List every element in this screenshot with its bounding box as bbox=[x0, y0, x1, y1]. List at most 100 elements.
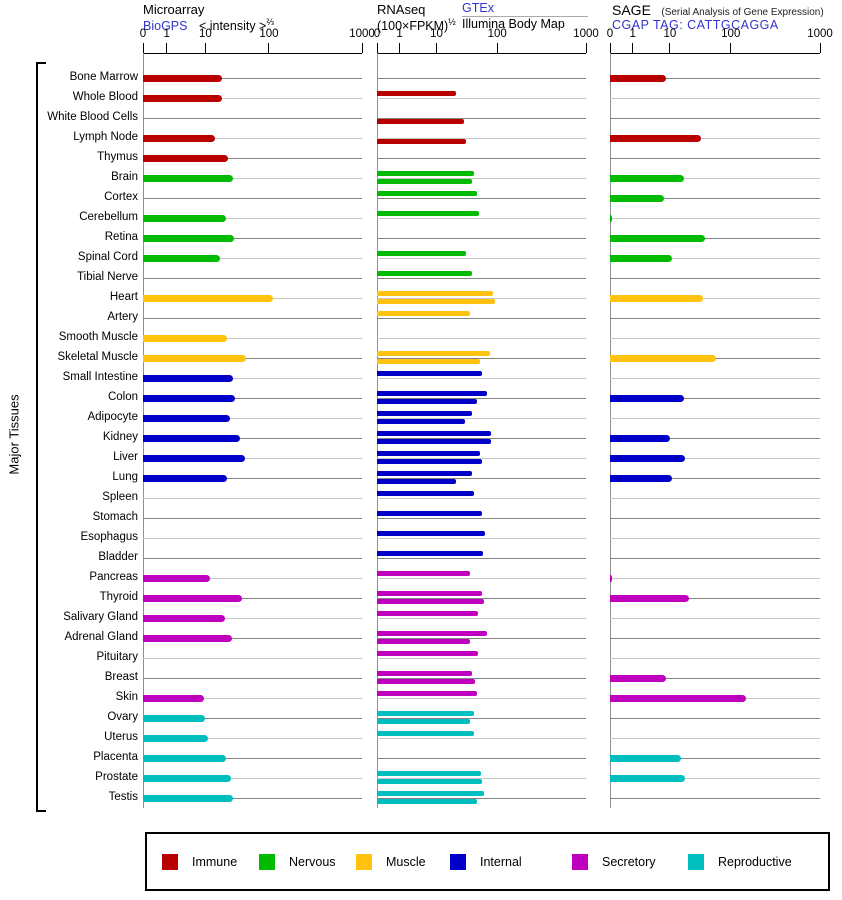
tissue-label: Uterus bbox=[104, 731, 138, 743]
bar-rnaseq-illumina bbox=[377, 179, 472, 184]
bar-rnaseq-gtex bbox=[377, 711, 474, 716]
gridline bbox=[610, 498, 820, 499]
gridline bbox=[377, 778, 586, 779]
bar-microarray bbox=[143, 174, 233, 182]
axis-tick bbox=[609, 43, 611, 53]
gridline bbox=[143, 638, 362, 639]
panel-axis-line bbox=[377, 53, 586, 54]
gridline bbox=[377, 118, 586, 119]
gridline bbox=[377, 618, 586, 619]
microarray-subtitle: < intensity > bbox=[198, 19, 267, 34]
gridline bbox=[377, 538, 586, 539]
panel-title-rnaseq: RNAseq bbox=[377, 2, 426, 17]
gridline bbox=[610, 158, 820, 159]
biogps-link[interactable]: BioGPS bbox=[143, 19, 188, 34]
gridline bbox=[377, 338, 586, 339]
tissue-label: Spinal Cord bbox=[77, 251, 138, 263]
bar-rnaseq-gtex bbox=[377, 571, 471, 576]
tissue-label: Breast bbox=[104, 671, 138, 683]
bar-rnaseq-gtex bbox=[377, 271, 472, 276]
bar-sage bbox=[610, 674, 667, 682]
tissue-label: Skeletal Muscle bbox=[57, 351, 138, 363]
tissue-label: Thymus bbox=[97, 151, 138, 163]
bar-microarray bbox=[143, 454, 245, 462]
bar-rnaseq-gtex bbox=[377, 731, 474, 736]
gridline bbox=[143, 598, 362, 599]
major-tissues-bracket bbox=[36, 62, 46, 812]
axis-tick-label: 1 bbox=[396, 28, 403, 40]
bar-rnaseq-illumina bbox=[377, 479, 457, 484]
axis-tick-label: 10 bbox=[199, 28, 212, 40]
tissue-label: Cerebellum bbox=[79, 211, 138, 223]
bar-rnaseq-illumina bbox=[377, 719, 471, 724]
bar-rnaseq-illumina bbox=[377, 779, 483, 784]
gridline bbox=[610, 258, 820, 259]
bar-microarray bbox=[143, 394, 235, 402]
gridline bbox=[610, 118, 820, 119]
tissue-label: Lymph Node bbox=[73, 131, 138, 143]
bar-rnaseq-gtex bbox=[377, 91, 457, 96]
gridline bbox=[610, 558, 820, 559]
tissue-label: Cortex bbox=[104, 191, 138, 203]
tissue-label: Pituitary bbox=[96, 651, 138, 663]
bar-rnaseq-gtex bbox=[377, 551, 483, 556]
bar-rnaseq-illumina bbox=[377, 439, 491, 444]
gridline bbox=[377, 198, 586, 199]
bar-rnaseq-gtex bbox=[377, 471, 472, 476]
gridline bbox=[377, 578, 586, 579]
bar-sage bbox=[610, 174, 684, 182]
gtex-link[interactable]: GTEx bbox=[462, 1, 494, 15]
bar-rnaseq-gtex bbox=[377, 351, 490, 356]
legend-swatch bbox=[688, 853, 704, 870]
gridline bbox=[610, 418, 820, 419]
gridline bbox=[610, 718, 820, 719]
bar-microarray bbox=[143, 94, 222, 102]
bar-microarray bbox=[143, 774, 231, 782]
tissue-label: Small Intestine bbox=[62, 371, 138, 383]
bar-rnaseq-illumina bbox=[377, 139, 467, 144]
sage-note: (Serial Analysis of Gene Expression) bbox=[661, 7, 824, 18]
bar-rnaseq-illumina bbox=[377, 459, 482, 464]
gridline bbox=[377, 658, 586, 659]
panel-title-microarray: Microarray bbox=[143, 2, 205, 17]
tissue-label: Kidney bbox=[102, 431, 138, 443]
tissue-label: Retina bbox=[104, 231, 138, 243]
axis-tick bbox=[361, 43, 363, 53]
axis-tick-label: 10 bbox=[663, 28, 677, 40]
gridline bbox=[143, 558, 362, 559]
gridline bbox=[143, 458, 362, 459]
bar-sage bbox=[610, 774, 686, 782]
axis-tick bbox=[436, 43, 438, 53]
bar-microarray bbox=[143, 734, 209, 742]
bar-rnaseq-gtex bbox=[377, 511, 482, 516]
bar-rnaseq-gtex bbox=[377, 211, 479, 216]
gridline bbox=[143, 798, 362, 799]
axis-tick-label: 100 bbox=[721, 28, 741, 40]
cgap-tag-link[interactable]: CGAP TAG: CATTGCAGGA bbox=[612, 18, 779, 32]
axis-tick-label: 1000 bbox=[807, 28, 833, 40]
gridline bbox=[143, 658, 362, 659]
tissue-label: Liver bbox=[113, 451, 138, 463]
bar-sage bbox=[610, 234, 706, 242]
legend-swatch bbox=[162, 853, 178, 870]
gridline bbox=[143, 778, 362, 779]
gridline bbox=[610, 98, 820, 99]
gridline bbox=[610, 138, 820, 139]
gridline bbox=[143, 78, 362, 79]
gridline bbox=[377, 138, 586, 139]
tissue-label: Testis bbox=[108, 791, 138, 803]
axis-tick bbox=[376, 43, 378, 53]
gridline bbox=[143, 178, 362, 179]
gridline bbox=[143, 718, 362, 719]
bar-microarray bbox=[143, 574, 211, 582]
legend-item: Reproductive bbox=[688, 834, 792, 889]
gridline bbox=[377, 698, 586, 699]
legend-item: Secretory bbox=[572, 834, 656, 889]
bar-rnaseq-illumina bbox=[377, 419, 465, 424]
gridline bbox=[610, 638, 820, 639]
gridline bbox=[610, 618, 820, 619]
gridline bbox=[610, 398, 820, 399]
gridline bbox=[143, 118, 362, 119]
gridline bbox=[377, 78, 586, 79]
bar-rnaseq-gtex bbox=[377, 431, 491, 436]
